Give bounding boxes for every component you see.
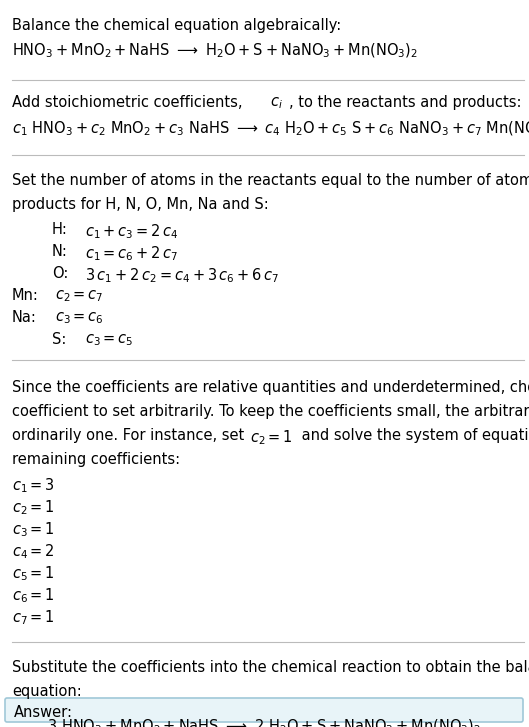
Text: products for H, N, O, Mn, Na and S:: products for H, N, O, Mn, Na and S: — [12, 197, 269, 212]
Text: $c_6 = 1$: $c_6 = 1$ — [12, 586, 55, 605]
Text: Substitute the coefficients into the chemical reaction to obtain the balanced: Substitute the coefficients into the che… — [12, 660, 529, 675]
Text: $c_3 = 1$: $c_3 = 1$ — [12, 520, 55, 539]
Text: Na:: Na: — [12, 310, 37, 325]
Text: $3\,c_1 + 2\,c_2 = c_4 + 3\,c_6 + 6\,c_7$: $3\,c_1 + 2\,c_2 = c_4 + 3\,c_6 + 6\,c_7… — [85, 266, 279, 285]
Text: O:: O: — [52, 266, 68, 281]
Text: $c_3 = c_5$: $c_3 = c_5$ — [85, 332, 134, 348]
Text: $c_7 = 1$: $c_7 = 1$ — [12, 608, 55, 627]
Text: S:: S: — [52, 332, 66, 347]
Text: $\mathrm{3\ HNO_3 + MnO_2 + NaHS\ \longrightarrow\ 2\ H_2O + S + NaNO_3 + Mn(NO_: $\mathrm{3\ HNO_3 + MnO_2 + NaHS\ \longr… — [48, 718, 481, 727]
Text: coefficient to set arbitrarily. To keep the coefficients small, the arbitrary va: coefficient to set arbitrarily. To keep … — [12, 404, 529, 419]
Text: $c_1\ \mathrm{HNO_3} + c_2\ \mathrm{MnO_2} + c_3\ \mathrm{NaHS}\ \longrightarrow: $c_1\ \mathrm{HNO_3} + c_2\ \mathrm{MnO_… — [12, 120, 529, 138]
Text: $c_2 = c_7$: $c_2 = c_7$ — [55, 288, 104, 304]
Text: Mn:: Mn: — [12, 288, 39, 303]
Text: N:: N: — [52, 244, 68, 259]
Text: Balance the chemical equation algebraically:: Balance the chemical equation algebraica… — [12, 18, 341, 33]
Text: ordinarily one. For instance, set: ordinarily one. For instance, set — [12, 428, 249, 443]
Text: Answer:: Answer: — [14, 705, 73, 720]
Text: $c_3 = c_6$: $c_3 = c_6$ — [55, 310, 104, 326]
Text: and solve the system of equations for the: and solve the system of equations for th… — [297, 428, 529, 443]
Text: $c_5 = 1$: $c_5 = 1$ — [12, 564, 55, 583]
Text: $c_i$: $c_i$ — [270, 95, 283, 111]
Text: $\mathrm{HNO_3 + MnO_2 + NaHS\ \longrightarrow\ H_2O + S + NaNO_3 + Mn(NO_3)_2}$: $\mathrm{HNO_3 + MnO_2 + NaHS\ \longrigh… — [12, 42, 418, 60]
Text: remaining coefficients:: remaining coefficients: — [12, 452, 180, 467]
Text: equation:: equation: — [12, 684, 82, 699]
Text: H:: H: — [52, 222, 68, 237]
Text: $c_2 = 1$: $c_2 = 1$ — [12, 498, 55, 517]
Text: $c_1 = c_6 + 2\,c_7$: $c_1 = c_6 + 2\,c_7$ — [85, 244, 178, 262]
FancyBboxPatch shape — [5, 698, 523, 722]
Text: Since the coefficients are relative quantities and underdetermined, choose a: Since the coefficients are relative quan… — [12, 380, 529, 395]
Text: $c_1 = 3$: $c_1 = 3$ — [12, 476, 55, 494]
Text: , to the reactants and products:: , to the reactants and products: — [289, 95, 522, 110]
Text: $c_2 = 1$: $c_2 = 1$ — [250, 428, 293, 446]
Text: $c_4 = 2$: $c_4 = 2$ — [12, 542, 55, 561]
Text: Set the number of atoms in the reactants equal to the number of atoms in the: Set the number of atoms in the reactants… — [12, 173, 529, 188]
Text: $c_1 + c_3 = 2\,c_4$: $c_1 + c_3 = 2\,c_4$ — [85, 222, 179, 241]
Text: Add stoichiometric coefficients,: Add stoichiometric coefficients, — [12, 95, 247, 110]
